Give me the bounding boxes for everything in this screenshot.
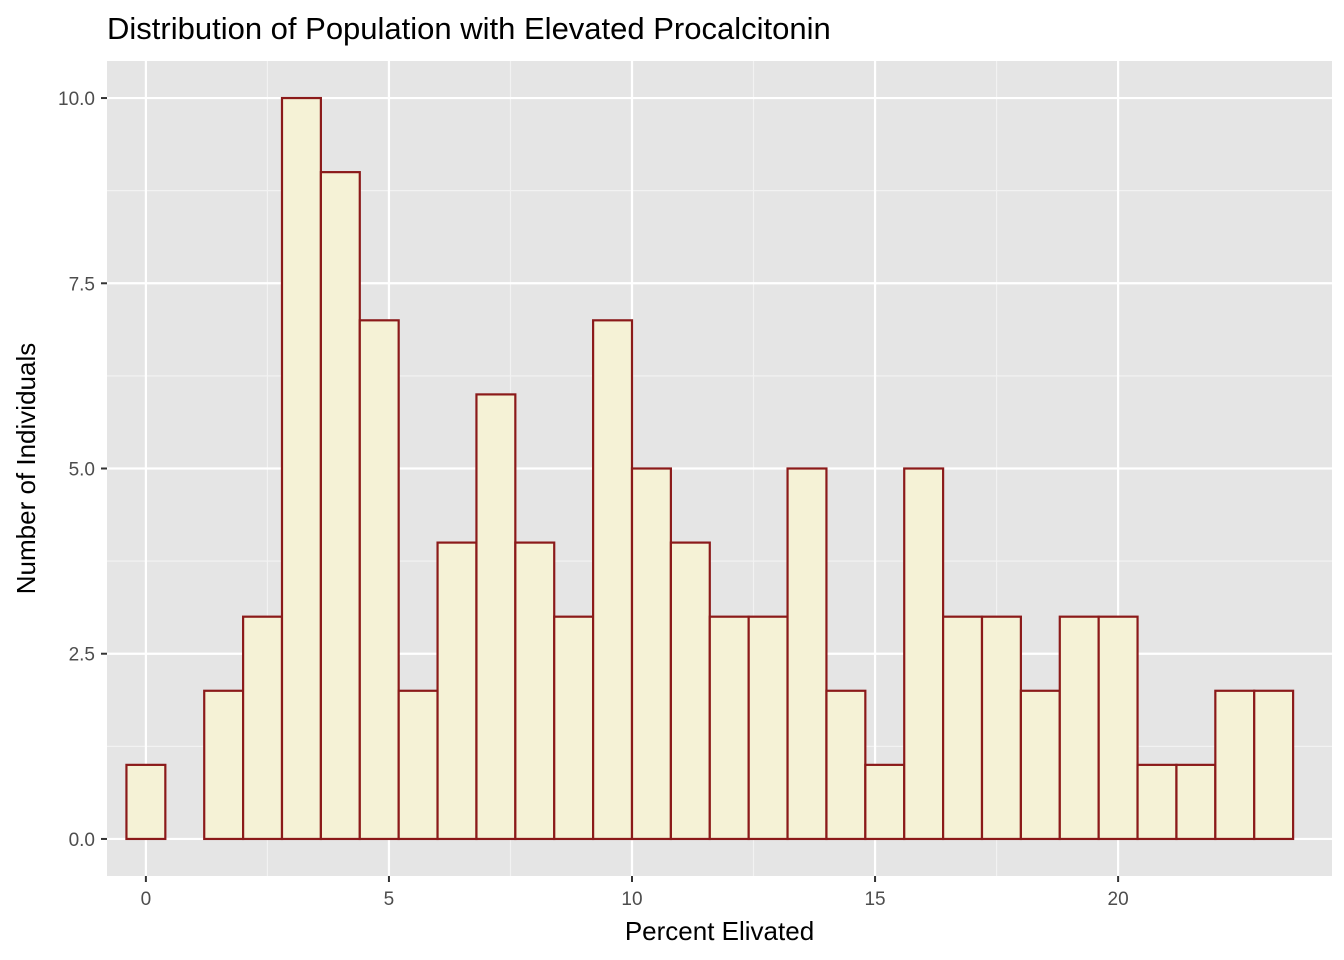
axis-ticks: 0 5 10 15 20 0.0 2.5 5.0 7.5 10.0 xyxy=(58,89,1129,910)
histogram-bar xyxy=(1175,763,1217,841)
histogram-bar xyxy=(864,763,906,841)
y-tick-label: 2.5 xyxy=(69,645,95,666)
histogram-bar xyxy=(1058,615,1100,841)
histogram-bar xyxy=(592,319,634,841)
histogram-bar xyxy=(319,171,361,841)
y-tick-label: 5.0 xyxy=(69,460,95,481)
histogram-bar xyxy=(1136,763,1178,841)
histogram-bar xyxy=(553,615,595,841)
histogram-bar xyxy=(786,467,828,841)
histogram-bar xyxy=(1097,615,1139,841)
y-axis-title: Number of Individuals xyxy=(11,343,41,594)
histogram-bar xyxy=(436,541,478,841)
histogram-bar xyxy=(203,689,245,841)
x-tick-label: 20 xyxy=(1108,889,1129,910)
histogram-bar xyxy=(825,689,867,841)
y-tick-label: 0.0 xyxy=(69,830,95,851)
histogram-bar xyxy=(1253,689,1295,841)
x-tick-label: 10 xyxy=(621,889,642,910)
x-tick-label: 0 xyxy=(141,889,152,910)
histogram-bar xyxy=(242,615,284,841)
y-tick-label: 7.5 xyxy=(69,274,95,295)
y-tick-label: 10.0 xyxy=(58,89,95,110)
histogram-bar xyxy=(514,541,556,841)
histogram-bar xyxy=(903,467,945,841)
histogram-bar xyxy=(669,541,711,841)
chart-title: Distribution of Population with Elevated… xyxy=(107,11,831,46)
histogram-bar xyxy=(397,689,439,841)
histogram-bar xyxy=(747,615,789,841)
histogram-bar xyxy=(708,615,750,841)
histogram-bar xyxy=(1019,689,1061,841)
histogram-bar xyxy=(280,96,322,841)
histogram-bar xyxy=(1214,689,1256,841)
x-tick-label: 15 xyxy=(864,889,885,910)
x-tick-label: 5 xyxy=(384,889,395,910)
histogram-bar xyxy=(475,393,517,841)
histogram-bar xyxy=(125,763,167,841)
histogram-bar xyxy=(942,615,984,841)
histogram-bar xyxy=(980,615,1022,841)
x-axis-title: Percent Elivated xyxy=(625,916,814,946)
histogram-bar xyxy=(630,467,672,841)
histogram-bar xyxy=(358,319,400,841)
bars xyxy=(125,96,1295,841)
